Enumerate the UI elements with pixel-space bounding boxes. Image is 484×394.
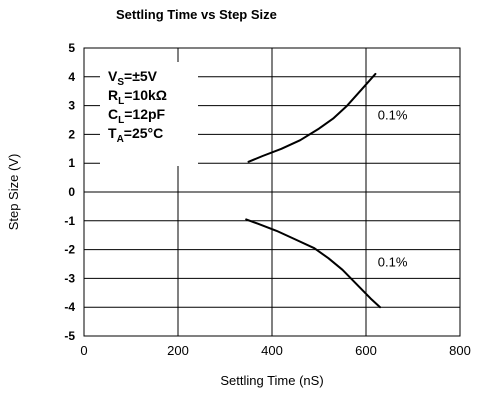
annotation-label: 0.1% (378, 255, 408, 270)
y-tick-labels: 5 4 3 2 1 0 -1 -2 -3 -4 -5 (64, 41, 75, 343)
y-tick-label: -1 (64, 214, 75, 228)
chart-title: Settling Time vs Step Size (116, 7, 277, 22)
y-tick-label: 5 (68, 41, 75, 55)
y-tick-label: -5 (64, 329, 75, 343)
y-tick-label: 3 (68, 99, 75, 113)
annotations: 0.1% 0.1% (378, 108, 408, 270)
plot-frame (83, 47, 461, 337)
x-tick-label: 0 (80, 343, 87, 358)
y-axis-label: Step Size (V) (6, 154, 21, 231)
test-condition: TA=25°C (108, 125, 163, 145)
series-group (245, 72, 382, 309)
y-tick-label: -2 (64, 243, 75, 257)
test-condition: CL=12pF (108, 106, 166, 126)
x-tick-label: 400 (261, 343, 283, 358)
y-tick-label: 4 (68, 70, 75, 84)
x-axis-label: Settling Time (nS) (220, 373, 323, 388)
test-condition: VS=±5V (108, 68, 158, 88)
y-tick-label: 2 (68, 127, 75, 141)
annotation-label: 0.1% (378, 108, 408, 123)
x-tick-labels: 0 200 400 600 800 (80, 343, 470, 358)
x-tick-label: 800 (449, 343, 471, 358)
x-tick-label: 200 (167, 343, 189, 358)
x-tick-label: 600 (355, 343, 377, 358)
series-line-2 (245, 218, 382, 309)
test-conditions-background (100, 62, 198, 166)
y-tick-label: -3 (64, 271, 75, 285)
y-tick-label: 0 (68, 185, 75, 199)
test-condition: RL=10kΩ (108, 87, 167, 107)
y-tick-label: -4 (64, 300, 75, 314)
series-line-1 (247, 72, 377, 163)
y-tick-label: 1 (68, 156, 75, 170)
